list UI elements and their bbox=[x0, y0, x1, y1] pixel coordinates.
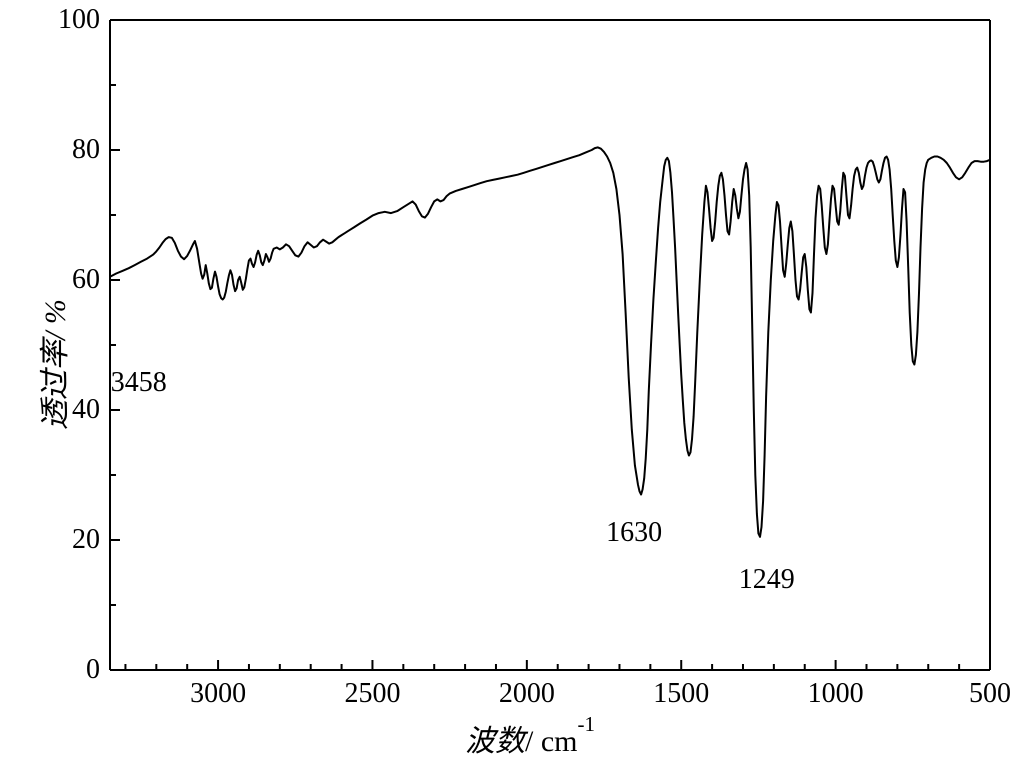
y-tick-label: 0 bbox=[30, 654, 100, 686]
peak-annotation: 1630 bbox=[606, 517, 662, 549]
ir-spectrum-chart: 3000250020001500100050002040608010034581… bbox=[0, 0, 1014, 774]
y-tick-label: 60 bbox=[30, 264, 100, 296]
peak-annotation: 3458 bbox=[111, 367, 167, 399]
x-tick-label: 1000 bbox=[791, 678, 881, 710]
y-tick-label: 100 bbox=[30, 4, 100, 36]
x-tick-label: 500 bbox=[945, 678, 1014, 710]
y-axis-label: 透过率/ % bbox=[30, 299, 74, 430]
y-tick-label: 80 bbox=[30, 134, 100, 166]
x-tick-label: 1500 bbox=[636, 678, 726, 710]
spectrum-line bbox=[110, 147, 990, 536]
x-tick-label: 2500 bbox=[327, 678, 417, 710]
x-tick-label: 3000 bbox=[173, 678, 263, 710]
x-tick-label: 2000 bbox=[482, 678, 572, 710]
peak-annotation: 1249 bbox=[739, 564, 795, 596]
y-tick-label: 20 bbox=[30, 524, 100, 556]
x-axis-label: 波数/ cm-1 bbox=[465, 716, 595, 760]
